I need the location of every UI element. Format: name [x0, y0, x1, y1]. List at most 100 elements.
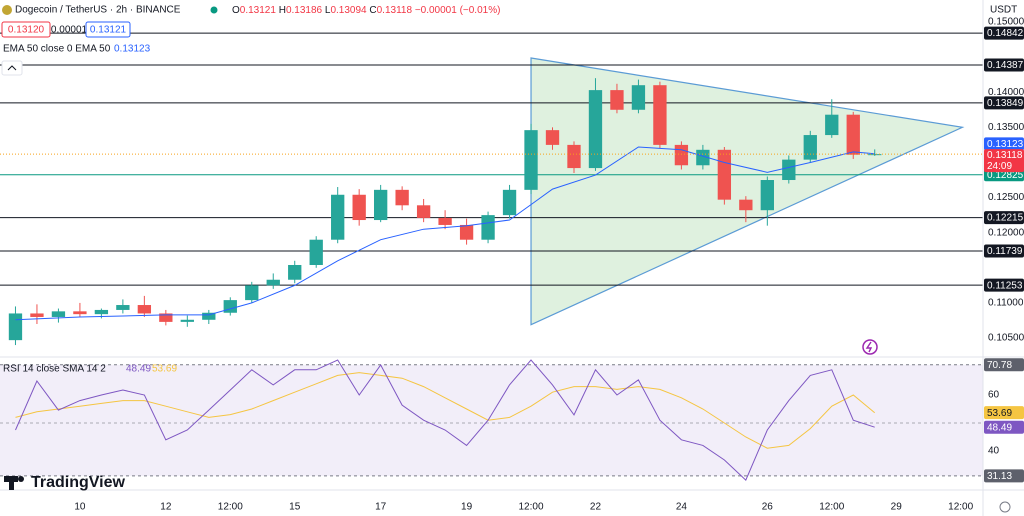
countdown: 24:09	[987, 161, 1012, 172]
candle-body	[309, 239, 323, 265]
x-tick-label: 12:00	[218, 502, 243, 513]
candle-body	[717, 149, 732, 200]
candle-body	[588, 90, 603, 169]
y-tick-label: 0.10500	[988, 333, 1024, 344]
symbol-icon	[2, 5, 12, 15]
sell-button[interactable]	[1, 21, 51, 38]
candle-body	[416, 205, 431, 218]
x-tick-label: 12:00	[948, 502, 973, 513]
band-label: 31.13	[987, 471, 1012, 482]
ema-line	[15, 146, 875, 321]
candle-body	[352, 194, 366, 221]
ohlc-key: O	[232, 5, 240, 16]
level-label-bg	[984, 278, 1024, 292]
spread: 0.00001	[51, 25, 88, 36]
symbol-title: Dogecoin / TetherUS · 2h · BINANCE	[15, 5, 181, 16]
indicator-label-bg	[984, 406, 1024, 420]
candle-body	[288, 264, 302, 280]
y-tick-label: 0.15000	[988, 17, 1024, 28]
ohlc-value: 0.13118	[377, 5, 413, 16]
rsi-legend: RSI 14 close SMA 14 2	[3, 364, 106, 375]
header: Dogecoin / TetherUS · 2h · BINANCE O0.13…	[1, 5, 1017, 513]
last-price-label: 0.13118	[987, 150, 1023, 161]
logo-mark	[9, 476, 14, 490]
ema-legend-value: 0.13123	[114, 44, 151, 55]
candle-body	[631, 85, 646, 110]
alert-icon[interactable]	[862, 339, 878, 355]
y-tick-label: 0.11000	[988, 298, 1024, 309]
y-tick-label: 0.12000	[988, 227, 1024, 238]
candle-body	[674, 144, 689, 166]
level-label: 0.11253	[987, 280, 1023, 291]
plot-area: 0.15000 0.14000 0.13500 0.12500 0.12000 0.110…	[0, 17, 1024, 513]
candle-body	[159, 313, 173, 322]
ohlc: O0.13121 H0.13186 L0.13094 C0.13118 −0.0…	[232, 5, 500, 16]
buy-button[interactable]	[85, 21, 131, 38]
candle-body	[782, 159, 796, 181]
candle-body	[545, 130, 560, 145]
collapse-icon	[7, 65, 17, 71]
logo: TradingView	[4, 474, 126, 491]
sell-price: 0.13120	[8, 25, 45, 36]
candle-body	[825, 114, 839, 136]
logo-text: TradingView	[31, 474, 126, 491]
indicator-line	[15, 372, 876, 449]
indicator-label-bg	[984, 420, 1024, 434]
level-label: 0.14842	[987, 28, 1024, 39]
indicator-label: 53.69	[987, 408, 1012, 419]
indicator-line	[15, 359, 875, 481]
ohlc-value: 0.13094	[330, 5, 367, 16]
x-tick-label: 26	[762, 502, 774, 513]
level-label-bg	[984, 211, 1024, 225]
ema-label: 0.13123	[987, 139, 1024, 150]
y-tick-label: 0.14000	[988, 87, 1024, 98]
ohlc-key: H	[279, 5, 286, 16]
candle-body	[395, 189, 409, 206]
candle-body	[116, 305, 130, 310]
x-tick-label: 29	[891, 502, 903, 513]
candle-body	[739, 199, 753, 211]
candle-body	[803, 135, 817, 160]
candle-body	[180, 319, 194, 322]
candle-body	[202, 312, 216, 320]
x-tick-label: 19	[461, 502, 473, 513]
candle-body	[610, 90, 624, 110]
band-label-bg	[984, 469, 1024, 483]
ohlc-key: L	[325, 5, 331, 16]
last-price-bg	[984, 149, 1024, 173]
candle-body	[653, 85, 667, 145]
alert-bolt	[865, 341, 873, 353]
buy-price: 0.13121	[90, 25, 127, 36]
candle-body	[94, 309, 109, 315]
ema-label-bg	[984, 137, 1024, 151]
level-label-bg	[984, 58, 1024, 72]
candle-body	[266, 279, 280, 286]
settings-icon[interactable]	[999, 501, 1011, 513]
band-label-bg	[984, 358, 1024, 372]
market-status[interactable]	[210, 6, 218, 14]
level-label: 0.12825	[987, 170, 1024, 181]
candle-body	[502, 189, 517, 216]
x-tick-label: 17	[375, 502, 387, 513]
x-tick-label: 15	[289, 502, 301, 513]
candle-body	[524, 130, 538, 190]
level-label-bg	[984, 244, 1024, 258]
collapse-button[interactable]	[1, 60, 23, 76]
candle-body	[868, 154, 882, 156]
candle-body	[438, 217, 452, 225]
ema-legend: EMA 50 close 0 EMA 50	[3, 44, 111, 55]
candle-body	[481, 215, 495, 240]
ohlc-change: −0.00001 (−0.01%)	[415, 5, 501, 16]
currency[interactable]: USDT	[990, 5, 1017, 16]
level-label: 0.14387	[987, 60, 1024, 71]
sma-legend-value: 53.69	[152, 364, 177, 375]
candle-body	[331, 194, 345, 240]
rsi-legend-value: 48.49	[126, 364, 151, 375]
ohlc-value: 0.13121	[240, 5, 277, 16]
level-label: 0.11739	[987, 246, 1023, 257]
level-label-bg	[984, 96, 1024, 110]
level-label-bg	[984, 26, 1024, 40]
ohlc-value: 0.13186	[286, 5, 323, 16]
